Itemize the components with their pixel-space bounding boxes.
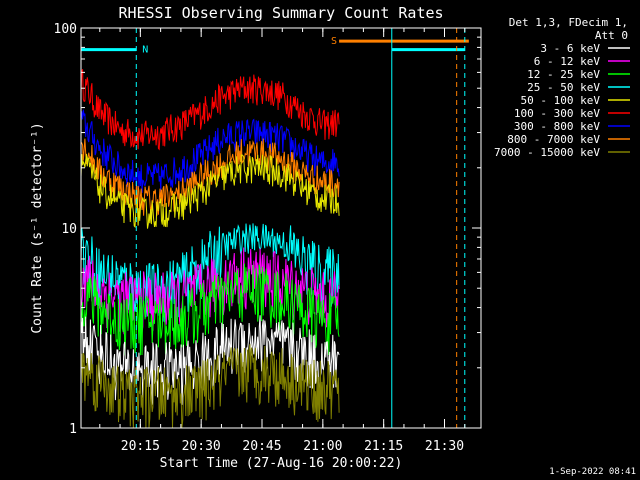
legend-label-7: 800 - 7000 keV	[507, 133, 600, 146]
legend-header-1: Att 0	[595, 29, 628, 42]
series-line-8	[80, 344, 340, 429]
x-tick-label-3: 21:00	[303, 439, 342, 454]
legend-label-1: 6 - 12 keV	[534, 55, 601, 68]
y-tick-label-0: 1	[69, 422, 77, 437]
x-tick-label-0: 20:15	[121, 439, 160, 454]
y-axis-label: Count Rate (s⁻¹ detector⁻¹)	[30, 122, 45, 333]
series-line-3	[80, 153, 340, 229]
legend-label-4: 50 - 100 keV	[521, 94, 601, 107]
x-tick-label-1: 20:30	[182, 439, 221, 454]
y-tick-label-2: 100	[54, 22, 77, 37]
axes-layer: 1 10 100 20:15 20:30 20:45 21:00 21:15 21:30	[54, 22, 481, 454]
chart-title: RHESSI Observing Summary Count Rates	[118, 4, 443, 22]
series-line-4	[80, 223, 340, 325]
x-tick-label-2: 20:45	[242, 439, 281, 454]
marks-layer: NS	[80, 28, 469, 429]
timestamp: 1-Sep-2022 08:41	[549, 467, 636, 477]
series-line-5	[80, 247, 340, 335]
legend-label-8: 7000 - 15000 keV	[494, 146, 600, 159]
legend-label-0: 3 - 6 keV	[540, 42, 600, 55]
flag-label-0: N	[142, 45, 148, 56]
legend-label-2: 12 - 25 keV	[527, 68, 600, 81]
series-line-6	[80, 263, 340, 356]
x-tick-label-4: 21:15	[364, 439, 403, 454]
series-line-1	[80, 109, 340, 193]
x-axis-label: Start Time (27-Aug-16 20:00:22)	[160, 456, 403, 471]
series-line-0	[80, 69, 340, 151]
legend-label-6: 300 - 800 keV	[514, 120, 600, 133]
flag-label-1: S	[331, 36, 337, 47]
legend-label-5: 100 - 300 keV	[514, 107, 600, 120]
x-tick-label-5: 21:30	[425, 439, 464, 454]
legend-header-0: Det 1,3, FDecim 1,	[509, 16, 628, 29]
y-tick-label-1: 10	[61, 222, 77, 237]
legend-label-3: 25 - 50 keV	[527, 81, 600, 94]
